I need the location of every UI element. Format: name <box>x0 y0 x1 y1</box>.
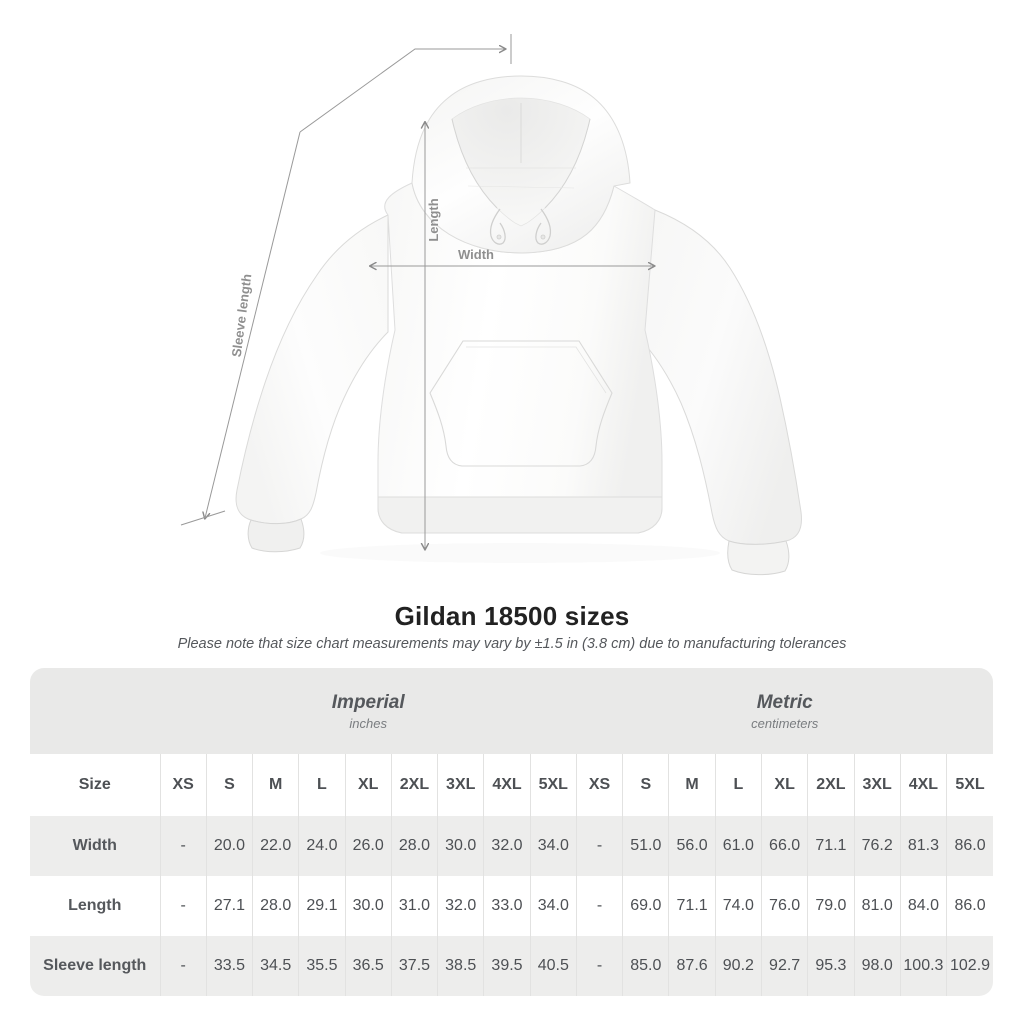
svg-text:Length: Length <box>426 198 441 241</box>
svg-text:Width: Width <box>458 247 494 262</box>
svg-text:Sleeve length: Sleeve length <box>229 273 255 358</box>
